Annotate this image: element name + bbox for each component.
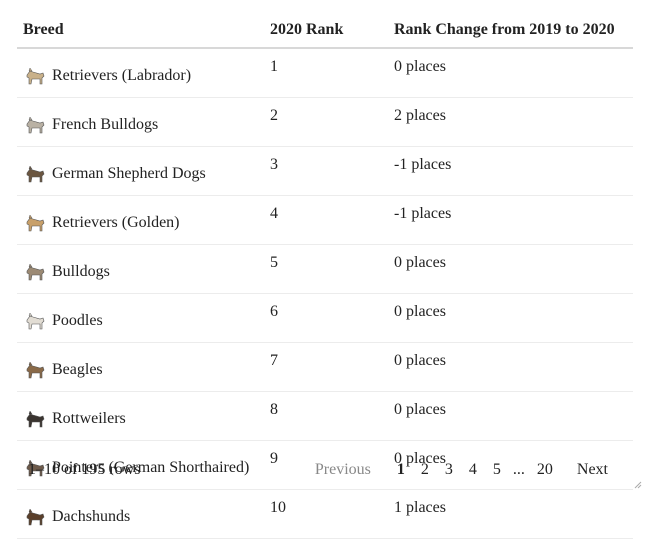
breed-cell-content: Retrievers (Labrador) xyxy=(23,60,258,87)
breed-cell-content: Retrievers (Golden) xyxy=(23,207,258,234)
resize-grip-icon[interactable] xyxy=(634,481,642,489)
page-20-button[interactable]: 20 xyxy=(536,461,553,478)
breed-name: Beagles xyxy=(52,360,103,378)
rows-info: 1–10 of 195 rows xyxy=(28,461,141,478)
breed-cell-content: Dachshunds xyxy=(23,501,258,528)
dog-icon xyxy=(26,115,45,133)
column-header-breed[interactable]: Breed xyxy=(17,12,264,49)
table-row: Rottweilers 8 0 places xyxy=(17,391,633,441)
rank-change-cell: 2 places xyxy=(388,97,633,147)
page-1-button[interactable]: 1 xyxy=(396,461,405,478)
rank-cell: 4 xyxy=(264,195,388,245)
column-header-2020-rank[interactable]: 2020 Rank xyxy=(264,12,388,49)
breed-cell: German Shepherd Dogs xyxy=(17,146,264,196)
dog-icon xyxy=(26,360,45,378)
breed-name: Pointers (German Shorthaired) xyxy=(52,458,250,476)
table-row: Retrievers (Golden) 4 -1 places xyxy=(17,195,633,245)
breed-name: Rottweilers xyxy=(52,409,126,427)
breed-cell: Bulldogs xyxy=(17,244,264,294)
breed-cell-content: Rottweilers xyxy=(23,403,258,430)
rank-cell: 5 xyxy=(264,244,388,294)
table-row: French Bulldogs 2 2 places xyxy=(17,97,633,147)
breed-cell: Beagles xyxy=(17,342,264,392)
rank-change-cell: -1 places xyxy=(388,146,633,196)
breed-cell-content: Pointers (German Shorthaired) xyxy=(23,452,258,479)
pagination: Previous 1 2 3 4 5 ... 20 Next xyxy=(307,461,616,479)
breed-name: German Shepherd Dogs xyxy=(52,164,206,182)
table-row: Retrievers (Labrador) 1 0 places xyxy=(17,48,633,98)
rank-cell: 1 xyxy=(264,48,388,98)
rank-cell: 8 xyxy=(264,391,388,441)
dog-icon xyxy=(26,66,45,84)
breed-cell-content: Beagles xyxy=(23,354,258,381)
dog-icon xyxy=(26,507,45,525)
dog-icon xyxy=(26,213,45,231)
breed-name: Retrievers (Labrador) xyxy=(52,66,192,84)
rank-change-cell: 0 places xyxy=(388,48,633,98)
pagination-ellipsis: ... xyxy=(512,461,525,478)
table-row: Poodles 6 0 places xyxy=(17,293,633,343)
rank-cell: 2 xyxy=(264,97,388,147)
rank-change-cell: -1 places xyxy=(388,195,633,245)
table-header-row: Breed 2020 Rank Rank Change from 2019 to… xyxy=(17,12,633,49)
breed-cell: Dachshunds xyxy=(17,489,264,539)
breed-name: French Bulldogs xyxy=(52,115,159,133)
rank-cell: 3 xyxy=(264,146,388,196)
breed-cell-content: German Shepherd Dogs xyxy=(23,158,258,185)
page-5-button[interactable]: 5 xyxy=(492,461,501,478)
rank-change-cell: 0 places xyxy=(388,342,633,392)
table-row: German Shepherd Dogs 3 -1 places xyxy=(17,146,633,196)
breed-cell: Retrievers (Labrador) xyxy=(17,48,264,98)
rank-cell: 9 xyxy=(264,440,388,490)
dog-icon xyxy=(26,262,45,280)
rank-change-cell: 0 places xyxy=(388,440,633,490)
breed-cell: Pointers (German Shorthaired) xyxy=(17,440,264,490)
breed-cell: Retrievers (Golden) xyxy=(17,195,264,245)
breed-cell-content: Bulldogs xyxy=(23,256,258,283)
table-row: Beagles 7 0 places xyxy=(17,342,633,392)
previous-page-button[interactable]: Previous xyxy=(314,461,371,478)
column-header-rank-change[interactable]: Rank Change from 2019 to 2020 xyxy=(388,12,633,49)
breed-name: Poodles xyxy=(52,311,103,329)
breed-cell: French Bulldogs xyxy=(17,97,264,147)
rank-cell: 6 xyxy=(264,293,388,343)
breed-name: Retrievers (Golden) xyxy=(52,213,180,231)
rank-change-cell: 0 places xyxy=(388,244,633,294)
rank-cell: 7 xyxy=(264,342,388,392)
table-footer: 1–10 of 195 rows Previous 1 2 3 4 5 ... … xyxy=(28,456,628,484)
page-2-button[interactable]: 2 xyxy=(420,461,429,478)
breed-cell-content: French Bulldogs xyxy=(23,109,258,136)
breed-cell: Rottweilers xyxy=(17,391,264,441)
rank-change-cell: 0 places xyxy=(388,293,633,343)
breed-name: Bulldogs xyxy=(52,262,110,280)
table-row: Bulldogs 5 0 places xyxy=(17,244,633,294)
rank-change-cell: 1 places xyxy=(388,489,633,539)
breed-cell: Poodles xyxy=(17,293,264,343)
table-row: Dachshunds 10 1 places xyxy=(17,489,633,539)
dog-icon xyxy=(26,409,45,427)
next-page-button[interactable]: Next xyxy=(576,461,608,478)
dog-icon xyxy=(26,311,45,329)
dog-icon xyxy=(26,164,45,182)
rank-cell: 10 xyxy=(264,489,388,539)
page-3-button[interactable]: 3 xyxy=(444,461,453,478)
rank-change-cell: 0 places xyxy=(388,391,633,441)
breed-cell-content: Poodles xyxy=(23,305,258,332)
page-4-button[interactable]: 4 xyxy=(468,461,477,478)
table-row: Pointers (German Shorthaired) 9 0 places xyxy=(17,440,633,490)
dog-icon xyxy=(26,458,45,476)
breed-name: Dachshunds xyxy=(52,507,131,525)
